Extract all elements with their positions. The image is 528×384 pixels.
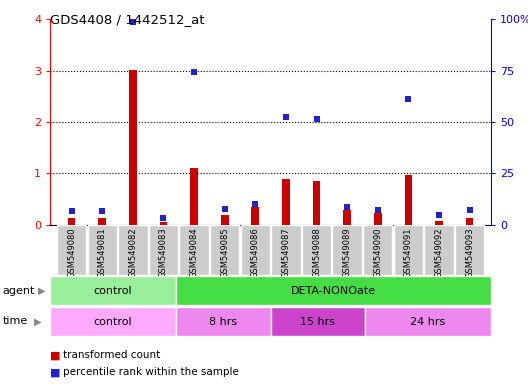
Text: 24 hrs: 24 hrs — [410, 316, 446, 327]
FancyBboxPatch shape — [118, 225, 147, 275]
Bar — [50, 307, 176, 336]
Text: GSM549088: GSM549088 — [312, 227, 321, 278]
Text: percentile rank within the sample: percentile rank within the sample — [63, 367, 239, 377]
FancyBboxPatch shape — [271, 225, 300, 275]
Point — [129, 19, 137, 25]
Bar — [466, 218, 474, 225]
Bar — [98, 218, 106, 225]
Text: transformed count: transformed count — [63, 350, 161, 360]
Bar — [129, 70, 137, 225]
Text: GSM549091: GSM549091 — [404, 227, 413, 278]
Point — [159, 215, 168, 222]
Point — [373, 207, 382, 214]
Bar — [159, 222, 167, 225]
Bar — [176, 307, 270, 336]
Text: control: control — [94, 316, 133, 327]
Text: control: control — [94, 286, 133, 296]
Text: time: time — [3, 316, 28, 326]
Text: GSM549080: GSM549080 — [67, 227, 76, 278]
Text: GSM549089: GSM549089 — [343, 227, 352, 278]
Point — [465, 207, 474, 214]
Point — [312, 116, 320, 122]
Text: GSM549086: GSM549086 — [251, 227, 260, 278]
Text: GSM549087: GSM549087 — [281, 227, 290, 278]
FancyBboxPatch shape — [425, 225, 454, 275]
Bar — [270, 307, 365, 336]
Text: ■: ■ — [50, 350, 61, 360]
Text: ■: ■ — [50, 367, 61, 377]
Text: DETA-NONOate: DETA-NONOate — [291, 286, 376, 296]
Bar — [365, 307, 491, 336]
Text: GSM549093: GSM549093 — [465, 227, 474, 278]
Text: GSM549082: GSM549082 — [128, 227, 137, 278]
Point — [221, 206, 229, 212]
Text: GSM549084: GSM549084 — [190, 227, 199, 278]
Point — [281, 114, 290, 120]
FancyBboxPatch shape — [333, 225, 362, 275]
Bar — [282, 179, 290, 225]
Bar — [343, 210, 351, 225]
Bar — [221, 215, 229, 225]
Text: GSM549083: GSM549083 — [159, 227, 168, 278]
Text: GDS4408 / 1442512_at: GDS4408 / 1442512_at — [50, 13, 205, 26]
Point — [404, 96, 412, 103]
Bar — [176, 276, 491, 305]
FancyBboxPatch shape — [302, 225, 331, 275]
Bar — [435, 220, 443, 225]
Point — [343, 204, 351, 210]
Text: 15 hrs: 15 hrs — [300, 316, 335, 327]
Text: GSM549085: GSM549085 — [220, 227, 229, 278]
Text: GSM549092: GSM549092 — [435, 227, 444, 278]
Bar — [313, 181, 320, 225]
FancyBboxPatch shape — [88, 225, 117, 275]
Point — [251, 201, 260, 207]
Bar — [251, 207, 259, 225]
FancyBboxPatch shape — [57, 225, 86, 275]
FancyBboxPatch shape — [180, 225, 209, 275]
Bar — [404, 175, 412, 225]
FancyBboxPatch shape — [241, 225, 270, 275]
Point — [435, 212, 443, 218]
Text: agent: agent — [3, 286, 35, 296]
Text: ▶: ▶ — [38, 286, 45, 296]
Bar — [374, 214, 382, 225]
Text: GSM549090: GSM549090 — [373, 227, 382, 278]
FancyBboxPatch shape — [394, 225, 423, 275]
Text: ▶: ▶ — [34, 316, 42, 326]
Text: GSM549081: GSM549081 — [98, 227, 107, 278]
Text: 8 hrs: 8 hrs — [209, 316, 238, 327]
Bar — [50, 276, 176, 305]
Point — [68, 208, 76, 214]
Bar — [68, 218, 76, 225]
Point — [190, 68, 199, 74]
Point — [98, 208, 107, 214]
Bar — [190, 168, 198, 225]
FancyBboxPatch shape — [210, 225, 239, 275]
FancyBboxPatch shape — [455, 225, 484, 275]
FancyBboxPatch shape — [149, 225, 178, 275]
FancyBboxPatch shape — [363, 225, 392, 275]
